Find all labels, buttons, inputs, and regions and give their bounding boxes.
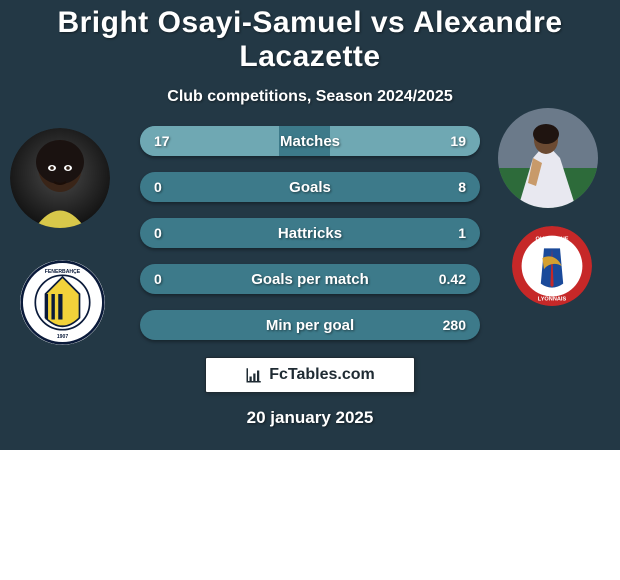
brand-text: FcTables.com xyxy=(269,366,375,384)
stat-label: Min per goal xyxy=(266,317,354,334)
date-text: 20 january 2025 xyxy=(0,408,620,428)
stat-row-hattricks: 0 Hattricks 1 xyxy=(140,218,480,248)
stat-right-value: 280 xyxy=(443,317,466,333)
stat-label: Goals xyxy=(289,179,331,196)
comparison-card: Bright Osayi-Samuel vs Alexandre Lacazet… xyxy=(0,0,620,450)
stat-right-value: 1 xyxy=(458,225,466,241)
club-right-crest: OLYMPIQUE LYONNAIS xyxy=(512,226,592,306)
stat-right-value: 0.42 xyxy=(439,271,466,287)
stat-label: Matches xyxy=(280,133,340,150)
chart-icon xyxy=(245,366,263,384)
stat-left-value: 17 xyxy=(154,133,170,149)
subtitle: Club competitions, Season 2024/2025 xyxy=(0,88,620,106)
svg-text:OLYMPIQUE: OLYMPIQUE xyxy=(535,236,568,242)
svg-text:FENERBAHÇE: FENERBAHÇE xyxy=(45,269,81,275)
svg-text:1907: 1907 xyxy=(57,334,68,340)
player-left-avatar xyxy=(10,128,110,228)
stat-row-matches: 17 Matches 19 xyxy=(140,126,480,156)
stat-left-value: 0 xyxy=(154,271,162,287)
stat-right-value: 19 xyxy=(450,133,466,149)
stats-block: 17 Matches 19 0 Goals 8 0 Hattricks 1 0 … xyxy=(140,126,480,356)
stat-row-min-per-goal: Min per goal 280 xyxy=(140,310,480,340)
player-right-avatar xyxy=(498,108,598,208)
club-left-crest: FENERBAHÇE 1907 xyxy=(20,260,105,345)
stat-left-value: 0 xyxy=(154,225,162,241)
stat-row-goals: 0 Goals 8 xyxy=(140,172,480,202)
brand-pill: FcTables.com xyxy=(205,357,415,393)
stat-label: Goals per match xyxy=(251,271,369,288)
svg-text:LYONNAIS: LYONNAIS xyxy=(538,296,567,302)
stat-right-value: 8 xyxy=(458,179,466,195)
stat-label: Hattricks xyxy=(278,225,342,242)
stat-left-value: 0 xyxy=(154,179,162,195)
stat-row-goals-per-match: 0 Goals per match 0.42 xyxy=(140,264,480,294)
page-title: Bright Osayi-Samuel vs Alexandre Lacazet… xyxy=(0,0,620,74)
